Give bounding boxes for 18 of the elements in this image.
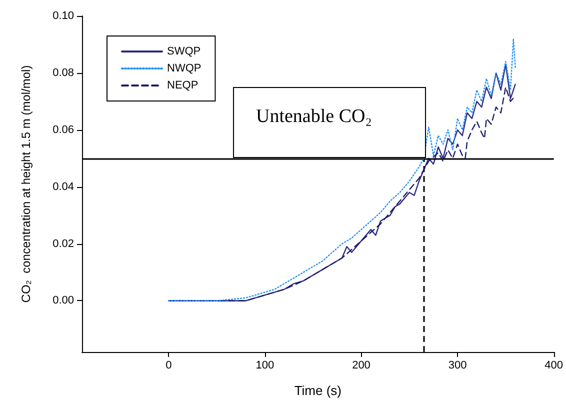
y-tick-label: 0.00 — [52, 294, 74, 307]
x-tick-label: 400 — [544, 360, 564, 372]
y-axis-title: CO₂ concentration at height 1.5 m (mol/mol) — [19, 65, 33, 303]
legend-label: NEQP — [167, 80, 198, 92]
x-tick-label: 0 — [166, 360, 172, 372]
x-tick-label: 300 — [448, 360, 467, 372]
x-tick-label: 100 — [256, 360, 274, 372]
y-tick-label: 0.10 — [52, 10, 74, 22]
y-tick-label: 0.04 — [52, 180, 74, 193]
x-axis-title: Time (s) — [294, 383, 342, 398]
y-tick-label: 0.08 — [52, 66, 74, 79]
x-tick-label: 200 — [352, 360, 370, 372]
callout-box: Untenable CO₂ — [233, 87, 426, 158]
annotation: Untenable CO₂ — [256, 106, 372, 128]
y-tick-label: 0.02 — [52, 238, 74, 250]
legend-label: NWQP — [167, 62, 202, 74]
legend-label: SWQP — [167, 46, 201, 58]
y-tick-label: 0.06 — [52, 124, 74, 136]
